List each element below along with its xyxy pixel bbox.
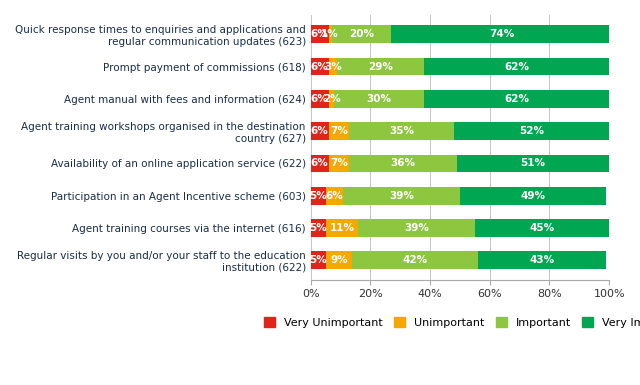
Bar (310, 251, 326, 269)
Bar (310, 90, 328, 108)
Text: 45%: 45% (529, 223, 555, 233)
Bar (424, 90, 609, 108)
Text: 35%: 35% (389, 126, 414, 136)
Legend: Very Unimportant, Unimportant, Important, Very Important: Very Unimportant, Unimportant, Important… (260, 313, 640, 332)
Bar (460, 187, 606, 204)
Text: 62%: 62% (504, 94, 529, 104)
Bar (358, 219, 475, 237)
Text: 52%: 52% (519, 126, 544, 136)
Text: 49%: 49% (520, 191, 545, 201)
Bar (335, 90, 424, 108)
Text: 62%: 62% (504, 62, 529, 72)
Text: 36%: 36% (390, 158, 415, 168)
Text: 30%: 30% (367, 94, 392, 104)
Text: 6%: 6% (310, 158, 328, 168)
Text: 42%: 42% (403, 255, 428, 265)
Bar (344, 187, 460, 204)
Bar (328, 154, 349, 172)
Text: 5%: 5% (309, 191, 327, 201)
Bar (328, 58, 337, 75)
Bar (424, 58, 609, 75)
Bar (326, 219, 358, 237)
Text: 1%: 1% (321, 29, 339, 39)
Bar (328, 25, 332, 43)
Text: 29%: 29% (369, 62, 393, 72)
Text: 39%: 39% (404, 223, 429, 233)
Bar (310, 122, 328, 140)
Text: 43%: 43% (529, 255, 555, 265)
Text: 3%: 3% (324, 62, 342, 72)
Text: 5%: 5% (309, 223, 327, 233)
Bar (332, 25, 391, 43)
Text: 74%: 74% (489, 29, 515, 39)
Bar (349, 122, 454, 140)
Bar (328, 90, 335, 108)
Text: 6%: 6% (310, 62, 328, 72)
Text: 6%: 6% (310, 29, 328, 39)
Bar (353, 251, 478, 269)
Text: 6%: 6% (310, 126, 328, 136)
Bar (310, 219, 326, 237)
Bar (457, 154, 609, 172)
Bar (337, 58, 424, 75)
Text: 5%: 5% (309, 255, 327, 265)
Text: 6%: 6% (310, 94, 328, 104)
Text: 11%: 11% (330, 223, 355, 233)
Bar (310, 187, 326, 204)
Bar (310, 25, 328, 43)
Bar (478, 251, 606, 269)
Text: 9%: 9% (330, 255, 348, 265)
Bar (391, 25, 612, 43)
Text: 2%: 2% (323, 94, 340, 104)
Bar (454, 122, 609, 140)
Text: 39%: 39% (389, 191, 414, 201)
Bar (326, 251, 353, 269)
Text: 6%: 6% (326, 191, 344, 201)
Text: 7%: 7% (330, 126, 348, 136)
Bar (310, 154, 328, 172)
Bar (310, 58, 328, 75)
Text: 20%: 20% (349, 29, 374, 39)
Text: 51%: 51% (520, 158, 545, 168)
Bar (328, 122, 349, 140)
Bar (326, 187, 344, 204)
Bar (349, 154, 457, 172)
Text: 7%: 7% (330, 158, 348, 168)
Bar (475, 219, 609, 237)
